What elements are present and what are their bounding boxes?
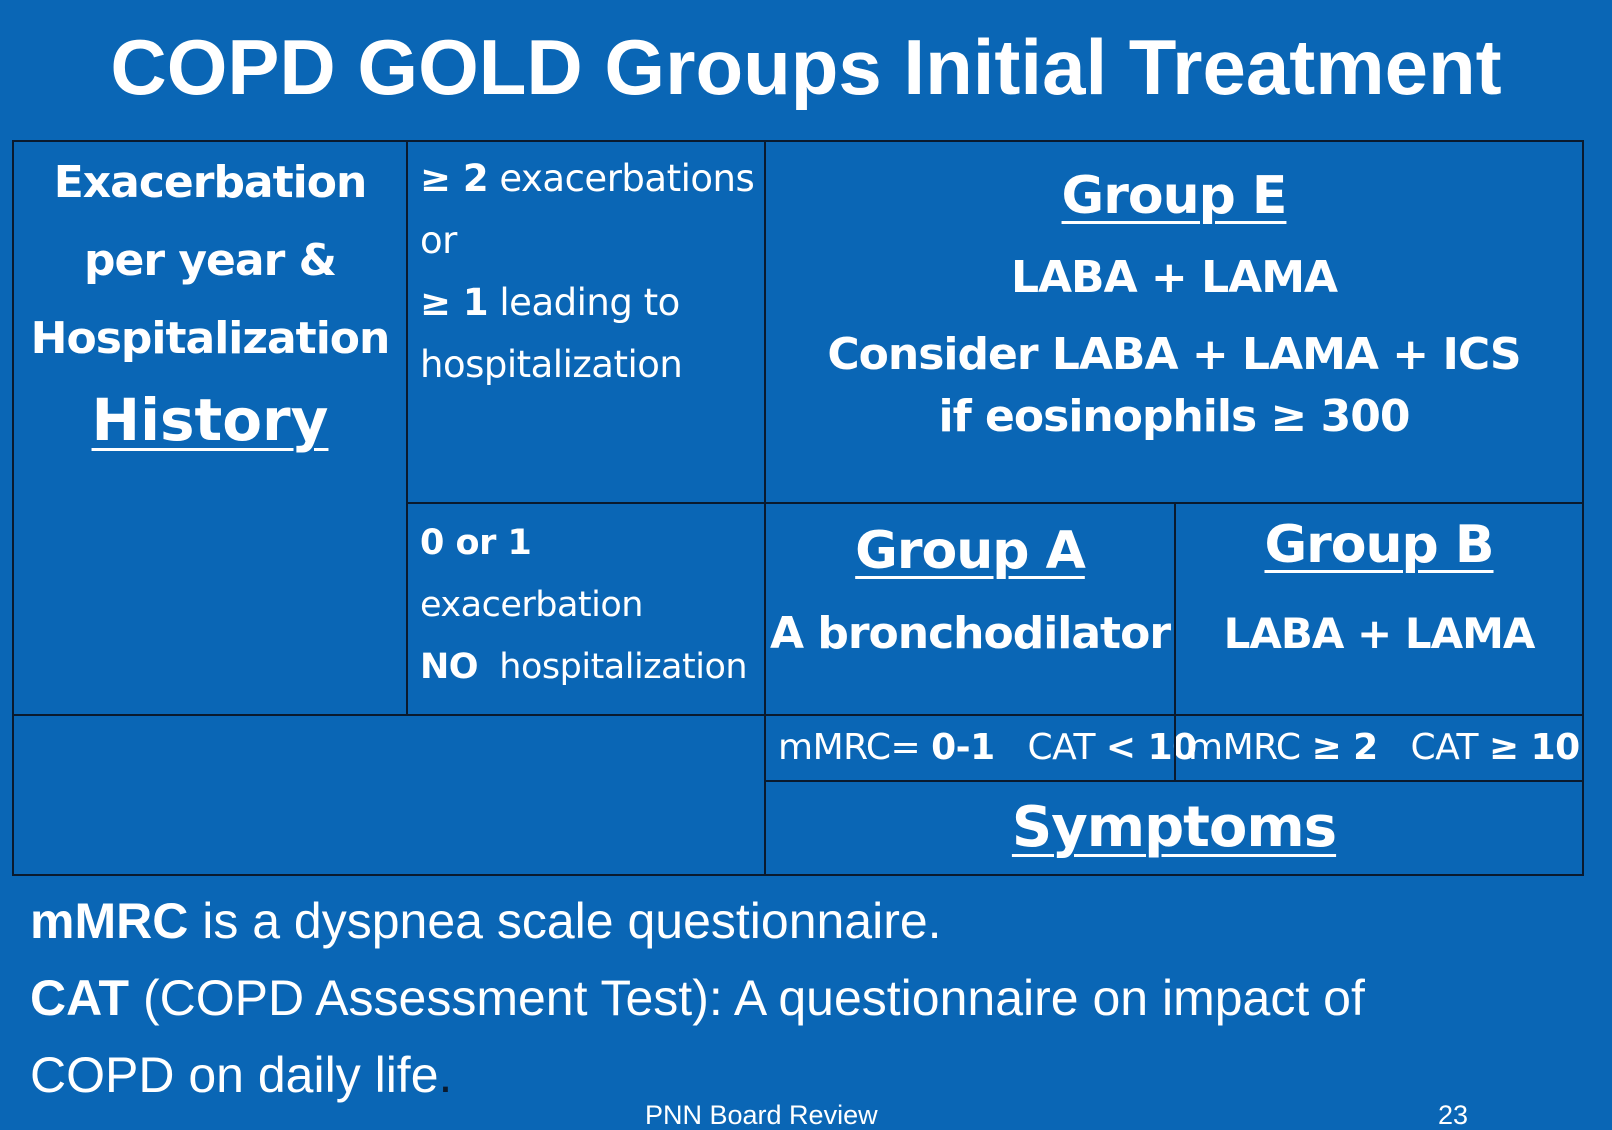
group-e-consider: Consider LABA + LAMA + ICS	[827, 329, 1521, 380]
definitions-notes: mMRC is a dyspnea scale questionnaire. C…	[30, 883, 1590, 1114]
criteria-high-text-3: leading to	[488, 281, 680, 324]
group-e-eosinophils: if eosinophils ≥ 300	[938, 391, 1411, 442]
symptoms-high-mmrc-value: ≥ 2	[1311, 727, 1378, 768]
divider	[764, 142, 766, 874]
history-line-2: per year &	[84, 235, 337, 286]
symptoms-high-mmrc-label: mMRC	[1188, 727, 1312, 768]
group-e-heading: Group E	[1061, 166, 1288, 226]
criteria-high-cell: ≥ 2 exacerbations or ≥ 1 leading to hosp…	[408, 142, 764, 502]
group-b-heading: Group B	[1264, 515, 1494, 575]
symptoms-high-cell: mMRC ≥ 2 CAT ≥ 10	[1176, 716, 1582, 780]
cat-term: CAT	[30, 970, 130, 1026]
divider	[406, 502, 1582, 504]
symptoms-high-cat-label: CAT	[1377, 727, 1489, 768]
criteria-high-line-4: hospitalization	[420, 343, 683, 386]
symptoms-low-cat-value: < 10	[1105, 727, 1197, 768]
footer-text: PNN Board Review	[645, 1100, 878, 1130]
criteria-high-line-3: ≥ 1 leading to	[420, 272, 764, 334]
group-b-treatment: LABA + LAMA	[1223, 609, 1536, 658]
mmrc-term: mMRC	[30, 893, 189, 949]
history-cell: Exacerbation per year & Hospitalization …	[14, 142, 406, 714]
group-e-cell: Group E LABA + LAMA Consider LABA + LAMA…	[766, 142, 1582, 502]
criteria-low-line-2: NO hospitalization	[420, 636, 764, 698]
mmrc-description: is a dyspnea scale questionnaire.	[188, 893, 942, 949]
group-e-treatment: LABA + LAMA	[1010, 252, 1338, 303]
criteria-low-no: NO	[420, 647, 479, 687]
symptoms-label: Symptoms	[1011, 795, 1337, 860]
history-line-3: Hospitalization	[30, 313, 391, 364]
group-a-treatment: A bronchodilator	[769, 608, 1171, 659]
cat-description: (COPD Assessment Test): A questionnaire …	[129, 970, 1365, 1026]
cat-description-end: .	[438, 1047, 453, 1103]
gold-groups-table: Exacerbation per year & Hospitalization …	[12, 140, 1584, 876]
group-a-heading: Group A	[855, 521, 1086, 581]
symptoms-low-cat-label: CAT	[994, 727, 1106, 768]
group-a-cell: Group A A bronchodilator	[766, 504, 1174, 714]
criteria-low-cell: 0 or 1 exacerbation NO hospitalization	[408, 504, 764, 714]
symptoms-low-cell: mMRC= 0-1 CAT < 10	[766, 716, 1197, 780]
history-label: History	[91, 386, 329, 454]
criteria-low-text-2: hospitalization	[478, 647, 748, 687]
group-b-cell: Group B LABA + LAMA	[1176, 504, 1582, 714]
criteria-high-line-2: or	[420, 219, 457, 262]
criteria-high-count: ≥ 2	[420, 157, 489, 200]
divider	[764, 780, 1582, 782]
cat-definition: CAT (COPD Assessment Test): A questionna…	[30, 960, 1590, 1037]
cat-description-continued: COPD on daily life	[30, 1047, 439, 1103]
symptoms-low-mmrc-value: 0-1	[931, 727, 995, 768]
criteria-high-hosp-count: ≥ 1	[420, 281, 489, 324]
divider	[1174, 502, 1176, 780]
criteria-low-count: 0 or 1	[420, 523, 532, 563]
page-number: 23	[1438, 1100, 1469, 1130]
divider	[14, 714, 1582, 716]
cat-definition-continued: COPD on daily life.	[30, 1037, 1590, 1114]
mmrc-definition: mMRC is a dyspnea scale questionnaire.	[30, 883, 1590, 960]
criteria-high-text-1: exacerbations	[488, 157, 755, 200]
symptoms-high-cat-value: ≥ 10	[1488, 727, 1580, 768]
slide-title: COPD GOLD Groups Initial Treatment	[110, 23, 1502, 111]
symptoms-low-mmrc-label: mMRC=	[778, 727, 932, 768]
criteria-low-line-1: 0 or 1 exacerbation	[420, 512, 764, 636]
criteria-high-line-1: ≥ 2 exacerbations	[420, 148, 764, 210]
divider	[406, 142, 408, 714]
history-line-1: Exacerbation	[53, 157, 368, 208]
criteria-low-text-1: exacerbation	[420, 585, 643, 625]
